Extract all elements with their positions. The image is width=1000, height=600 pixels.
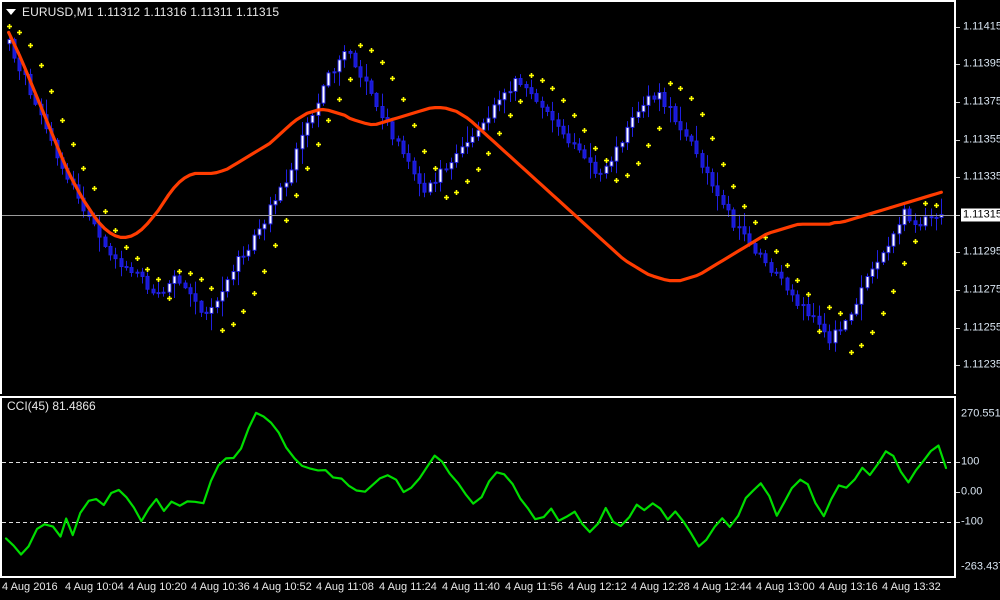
cci-scale-label: 0.00 [961, 485, 983, 498]
time-axis-label: 4 Aug 11:08 [316, 581, 374, 593]
time-axis-label: 4 Aug 10:52 [253, 581, 312, 593]
time-axis-label: 4 Aug 12:28 [631, 581, 690, 593]
time-axis-label: 4 Aug 10:04 [65, 581, 124, 593]
price-scale-tick [956, 27, 960, 28]
price-scale[interactable]: 1.11415 1.11395 1.11375 1.11355 1.11335 1.113… [956, 0, 1000, 394]
time-axis[interactable]: 4 Aug 2016 4 Aug 10:04 4 Aug 10:20 4 Aug 10… [0, 578, 1000, 600]
cci-scale[interactable]: 270.5513 100 0.00 -100 -263.4371 [956, 396, 1000, 578]
price-scale-label: 1.11255 [963, 321, 1000, 334]
time-axis-label: 4 Aug 12:44 [693, 581, 752, 593]
price-scale-tick [956, 252, 960, 253]
time-axis-label: 4 Aug 13:00 [756, 581, 815, 593]
cci-header-label: CCI(45) 81.4866 [7, 399, 96, 413]
price-chart-canvas [2, 24, 954, 355]
price-scale-label: 1.11395 [963, 57, 1000, 70]
cci-level-tick [956, 462, 960, 463]
price-scale-tick [956, 365, 960, 366]
price-scale-tick [956, 177, 960, 178]
cci-indicator-panel[interactable]: CCI(45) 81.4866 [0, 396, 956, 578]
cci-scale-tick [956, 492, 960, 493]
symbol-ohlc-label: EURUSD,M1 1.11312 1.11316 1.11311 1.1131… [22, 4, 280, 19]
time-axis-label: 4 Aug 10:36 [191, 581, 250, 593]
time-axis-label: 4 Aug 11:24 [379, 581, 437, 593]
time-axis-label: 4 Aug 10:20 [128, 581, 187, 593]
price-scale-label: 1.11355 [963, 133, 1000, 146]
price-scale-label: 1.11415 [963, 20, 1000, 33]
cci-scale-label: 270.5513 [961, 407, 1000, 420]
cci-scale-label: 100 [961, 455, 980, 468]
price-scale-tick [956, 328, 960, 329]
cci-chart-canvas [2, 411, 954, 556]
time-axis-label: 4 Aug 11:40 [442, 581, 500, 593]
price-scale-tick [956, 290, 960, 291]
price-scale-label: 1.11275 [963, 283, 1000, 296]
price-scale-tick [956, 140, 960, 141]
chart-header: EURUSD,M1 1.11312 1.11316 1.11311 1.1131… [6, 4, 279, 19]
time-axis-label: 4 Aug 13:16 [819, 581, 878, 593]
time-axis-label: 4 Aug 13:32 [882, 581, 941, 593]
cci-scale-label: -263.4371 [961, 560, 1000, 573]
current-price-label: 1.11315 [961, 208, 1000, 222]
price-scale-label: 1.11375 [963, 95, 1000, 108]
price-scale-tick [956, 64, 960, 65]
time-axis-label: 4 Aug 2016 [2, 581, 58, 593]
cci-level-tick [956, 522, 960, 523]
price-scale-label: 1.11235 [963, 358, 1000, 371]
time-axis-label: 4 Aug 11:56 [505, 581, 563, 593]
price-scale-label: 1.11295 [963, 245, 1000, 258]
time-axis-label: 4 Aug 12:12 [568, 581, 627, 593]
price-chart-panel[interactable]: EURUSD,M1 1.11312 1.11316 1.11311 1.1131… [0, 0, 956, 394]
chevron-down-icon[interactable] [6, 8, 16, 15]
cci-scale-label: -100 [961, 515, 984, 528]
price-scale-tick [956, 102, 960, 103]
price-scale-label: 1.11335 [963, 170, 1000, 183]
price-scale-tick [956, 215, 960, 216]
